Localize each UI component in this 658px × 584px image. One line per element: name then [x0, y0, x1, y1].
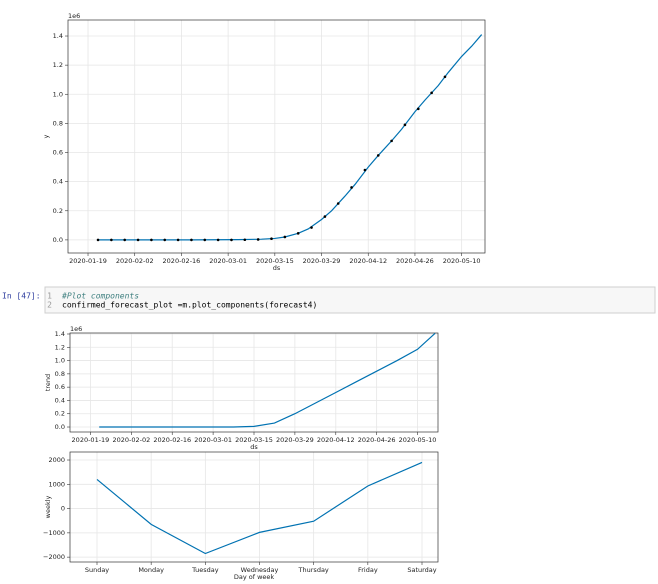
data-point [176, 238, 180, 242]
axes-frame [69, 451, 439, 563]
y-tick-label: 1.2 [55, 343, 65, 351]
y-tick-label: 0.6 [55, 383, 65, 391]
y-tick-label: 0.6 [53, 149, 63, 157]
data-point [363, 168, 367, 172]
y-tick-label: −2000 [43, 553, 65, 561]
data-point [256, 238, 260, 241]
y-tick-label: 1.4 [55, 330, 65, 338]
y-tick-label: 0.0 [55, 423, 65, 431]
data-point [376, 154, 380, 157]
data-point [230, 238, 233, 242]
x-tick-label: Monday [138, 566, 164, 574]
data-point [110, 238, 113, 242]
cell-prompt: In [47]: [2, 292, 41, 301]
y-tick-label: −1000 [43, 529, 65, 537]
data-point [336, 202, 340, 205]
data-point [216, 238, 220, 242]
y-tick-label: 0 [61, 505, 65, 513]
data-point [323, 215, 327, 218]
x-axis-label: ds [273, 264, 281, 272]
data-point [416, 107, 420, 111]
data-line [96, 461, 423, 555]
y-tick-label: 0.2 [53, 207, 63, 215]
y-tick-label: 1.0 [53, 90, 63, 98]
y-tick-label: 0.8 [55, 370, 65, 378]
code-cell[interactable] [44, 286, 656, 314]
axes-frame [69, 332, 439, 433]
x-tick-label: 2020-04-12 [349, 257, 387, 265]
x-tick-label: 2020-03-29 [303, 257, 341, 265]
data-point [150, 238, 153, 242]
x-tick-label: 2020-02-16 [163, 257, 201, 265]
line-number: 2 [47, 301, 52, 310]
data-point [243, 238, 247, 242]
x-tick-label: Sunday [85, 566, 109, 574]
offset-text: 1e6 [68, 12, 80, 20]
x-tick-label: Saturday [407, 566, 436, 574]
y-tick-label: 0.4 [55, 396, 65, 404]
y-tick-label: 0.8 [53, 119, 63, 127]
x-tick-label: Friday [358, 566, 378, 574]
data-point [203, 238, 207, 242]
x-tick-label: 2020-03-15 [235, 436, 273, 444]
line-number: 1 [47, 292, 52, 301]
data-point [296, 232, 300, 235]
data-point [96, 238, 100, 242]
x-tick-label: Tuesday [191, 566, 219, 574]
y-axis-label: weekly [44, 495, 52, 518]
data-point [430, 91, 433, 95]
data-point [270, 237, 273, 241]
code-line: #Plot components [61, 292, 139, 301]
data-point [310, 226, 313, 229]
x-tick-label: 2020-05-10 [443, 257, 481, 265]
data-point [283, 235, 287, 239]
x-tick-label: 2020-01-19 [69, 257, 107, 265]
offset-text: 1e6 [70, 325, 82, 333]
x-tick-label: 2020-04-26 [358, 436, 396, 444]
data-point [390, 139, 393, 143]
axes-frame [67, 19, 486, 254]
y-tick-label: 1000 [48, 480, 65, 488]
x-tick-label: 2020-02-16 [153, 436, 191, 444]
x-axis-label: ds [250, 443, 258, 451]
x-tick-label: Thursday [298, 566, 329, 574]
y-tick-label: 1.4 [53, 32, 63, 40]
code-line: confirmed_forecast_plot =m.plot_componen… [62, 301, 317, 310]
data-point [136, 238, 140, 242]
y-tick-label: 1.2 [53, 61, 63, 69]
x-tick-label: 2020-03-29 [276, 436, 314, 444]
x-tick-label: 2020-01-19 [72, 436, 110, 444]
x-tick-label: 2020-02-02 [116, 257, 154, 265]
data-line [99, 332, 436, 428]
y-axis-label: y [42, 134, 50, 138]
x-tick-label: 2020-03-01 [194, 436, 232, 444]
data-point [163, 238, 167, 242]
data-point [123, 238, 127, 242]
x-tick-label: Wednesday [241, 566, 279, 574]
y-tick-label: 0.2 [55, 410, 65, 418]
y-axis-label: trend [44, 374, 52, 391]
x-tick-label: 2020-05-10 [399, 436, 437, 444]
x-axis-label: Day of week [234, 573, 275, 581]
x-tick-label: 2020-04-26 [396, 257, 434, 265]
data-point [350, 186, 353, 189]
y-tick-label: 0.0 [53, 236, 63, 244]
y-tick-label: 1.0 [55, 357, 65, 365]
x-tick-label: 2020-04-12 [317, 436, 355, 444]
data-point [403, 123, 407, 127]
data-point [443, 75, 447, 79]
data-point [190, 238, 193, 242]
x-tick-label: 2020-02-02 [112, 436, 150, 444]
y-tick-label: 2000 [48, 456, 65, 464]
x-tick-label: 2020-03-15 [256, 257, 294, 265]
y-tick-label: 0.4 [53, 178, 63, 186]
x-tick-label: 2020-03-01 [209, 257, 247, 265]
